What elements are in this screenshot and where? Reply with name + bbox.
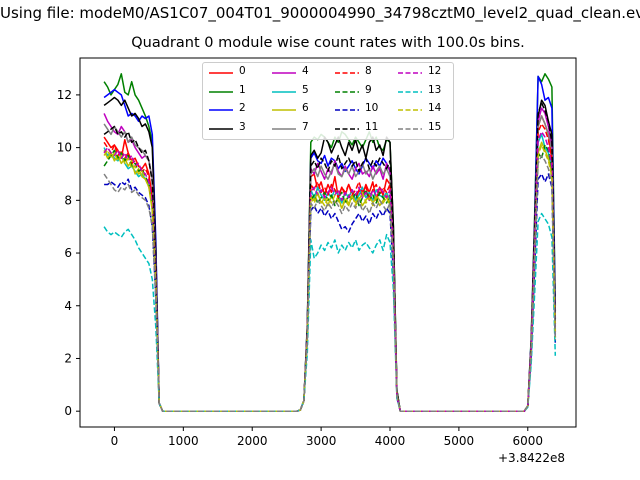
series-line-15 (103, 154, 557, 412)
legend-swatch (398, 127, 422, 130)
y-tick-label: 2 (64, 351, 72, 365)
legend-label: 7 (302, 120, 309, 133)
x-tick-label: 1000 (168, 434, 199, 448)
y-tick-label: 12 (57, 88, 72, 102)
legend-swatch (335, 72, 359, 74)
plot-frame (79, 57, 577, 428)
legend-swatch (209, 72, 233, 74)
axes: 0 1000 2000 3000 4000 5000 6000 0 2 4 6 8 10 12 (57, 88, 543, 448)
legend-label: 9 (365, 83, 372, 96)
x-tick-label: 2000 (237, 434, 268, 448)
y-tick-label: 8 (64, 193, 72, 207)
series-line-14 (103, 144, 557, 412)
y-tick-label: 0 (64, 404, 72, 418)
x-tick-label: 3000 (306, 434, 337, 448)
x-tick-label: 5000 (444, 434, 475, 448)
x-tick-label: 6000 (513, 434, 544, 448)
legend-label: 8 (365, 65, 372, 77)
legend-swatch (209, 90, 233, 93)
series-line-9 (103, 144, 557, 412)
legend-label: 2 (239, 102, 246, 114)
legend-swatch (209, 127, 233, 130)
legend-swatch (398, 109, 422, 111)
legend-swatch (272, 90, 296, 93)
series-line-4 (103, 107, 557, 412)
legend-swatch (335, 90, 359, 93)
legend-label: 14 (428, 102, 442, 114)
y-tick-label: 4 (64, 299, 72, 313)
chart-title: Quadrant 0 module wise count rates with … (131, 35, 525, 51)
y-tick-label: 6 (64, 246, 72, 260)
legend-label: 13 (428, 83, 442, 96)
legend-label: 5 (302, 83, 309, 96)
chart-suptitle: Using file: modeM0/AS1C07_004T01_9000004… (0, 4, 640, 22)
legend-swatch (335, 127, 359, 130)
legend-label: 11 (365, 120, 379, 133)
legend-swatch (209, 109, 233, 111)
legend-label: 1 (239, 83, 246, 96)
legend-swatch (335, 109, 359, 111)
legend-label: 3 (239, 120, 246, 133)
legend-label: 15 (428, 120, 442, 133)
legend-swatch (272, 127, 296, 130)
legend-label: 6 (302, 102, 309, 114)
legend-label: 10 (365, 102, 379, 114)
legend-label: 4 (302, 65, 309, 77)
legend-label: 0 (239, 65, 246, 77)
x-axis-offset-label: +3.8422e8 (498, 451, 566, 465)
legend-label: 12 (428, 65, 442, 77)
x-tick-label: 4000 (375, 434, 406, 448)
legend-swatch (272, 109, 296, 111)
legend-swatch (272, 72, 296, 74)
x-tick-label: 0 (111, 434, 119, 448)
series-line-6 (103, 141, 557, 412)
series-line-13 (103, 212, 557, 412)
legend-swatch (398, 90, 422, 93)
series-line-10 (104, 173, 557, 412)
chart-legend: 0 1 2 3 4 5 6 7 8 9 10 11 12 13 14 15 (202, 62, 454, 140)
y-tick-label: 10 (57, 141, 72, 155)
series-group (103, 73, 557, 412)
legend-swatch (398, 72, 422, 74)
